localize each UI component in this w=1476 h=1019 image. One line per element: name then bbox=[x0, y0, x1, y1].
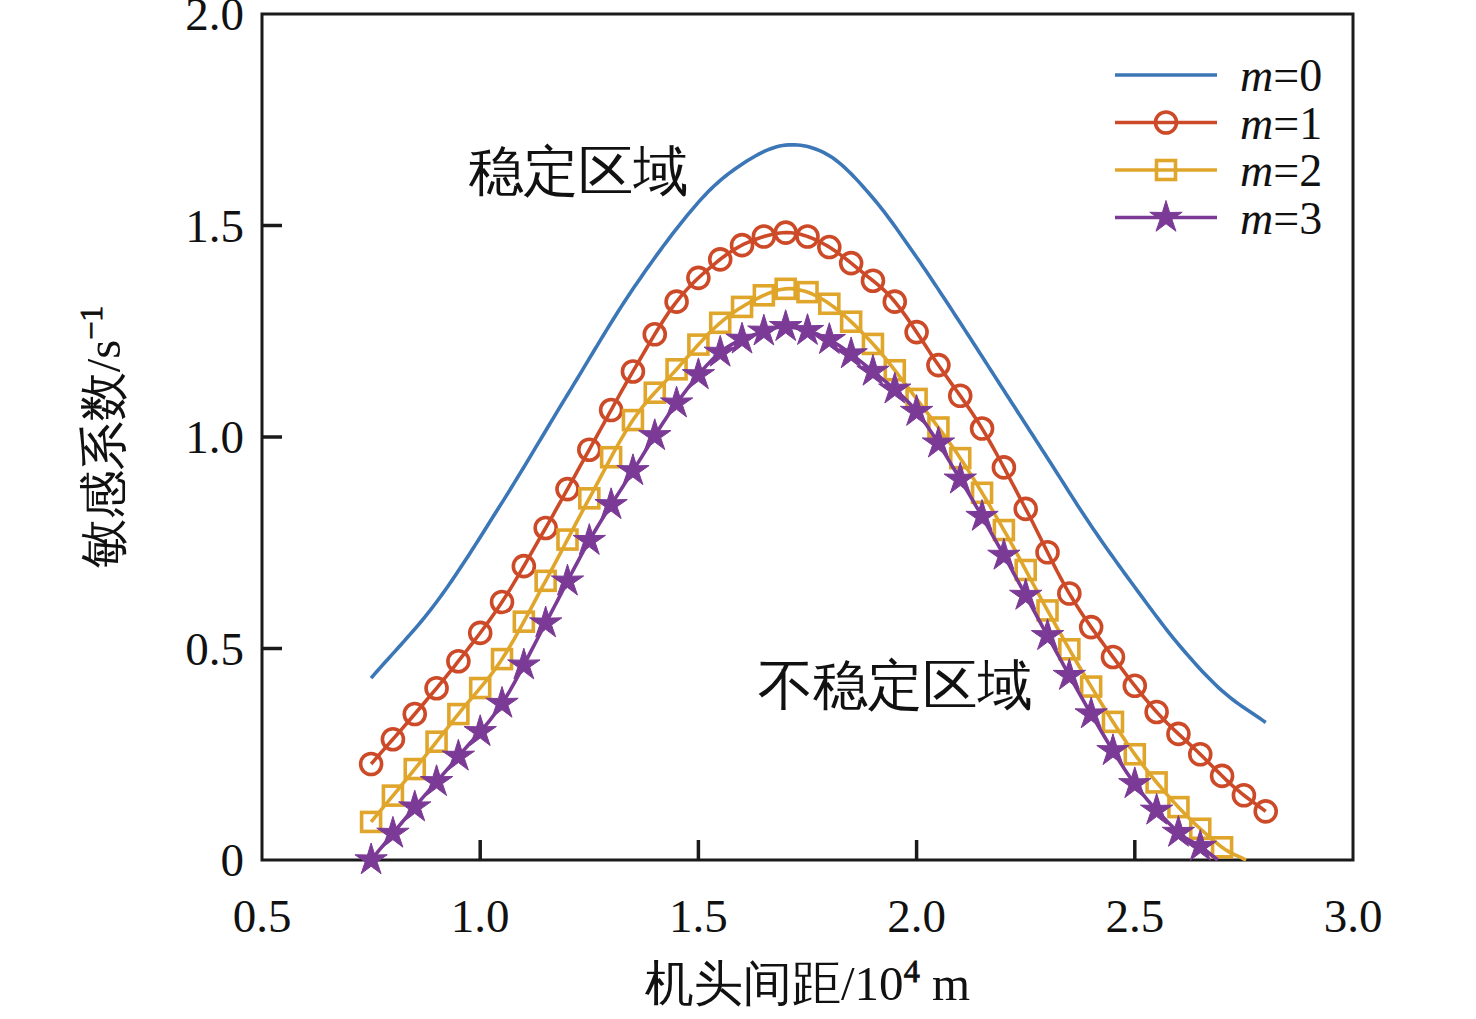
series-line-m=1 bbox=[371, 233, 1266, 812]
x-tick-label: 3.0 bbox=[1324, 890, 1383, 942]
legend: m=0m=1m=2m=3 bbox=[1115, 50, 1322, 244]
axes: 0.51.01.52.02.53.000.51.01.52.0机头间距/104 … bbox=[73, 0, 1382, 1011]
y-tick-label: 1.0 bbox=[185, 411, 244, 463]
marker-star bbox=[748, 314, 780, 345]
legend-label: m=3 bbox=[1240, 193, 1322, 244]
series-m=2 bbox=[362, 279, 1246, 860]
x-axis-label: 机头间距/104 m bbox=[644, 953, 970, 1011]
y-tick-label: 0.5 bbox=[185, 623, 244, 675]
series-line-m=2 bbox=[371, 289, 1246, 860]
chart-figure: 0.51.01.52.02.53.000.51.01.52.0机头间距/104 … bbox=[0, 0, 1476, 1019]
line-chart: 0.51.01.52.02.53.000.51.01.52.0机头间距/104 … bbox=[0, 0, 1476, 1019]
x-tick-label: 1.5 bbox=[669, 890, 728, 942]
y-axis-label: 敏感系数/s−1 bbox=[73, 306, 131, 569]
annotation: 稳定区域 bbox=[468, 141, 688, 202]
x-tick-label: 2.0 bbox=[887, 890, 946, 942]
marker-star bbox=[791, 314, 823, 345]
legend-label: m=1 bbox=[1240, 98, 1322, 149]
x-tick-label: 2.5 bbox=[1105, 890, 1164, 942]
annotation: 不稳定区域 bbox=[758, 655, 1033, 716]
x-tick-label: 1.0 bbox=[451, 890, 510, 942]
legend-label: m=2 bbox=[1240, 145, 1322, 196]
legend-marker-star bbox=[1150, 201, 1182, 232]
legend-label: m=0 bbox=[1240, 50, 1322, 101]
series-m=3 bbox=[355, 310, 1218, 874]
x-tick-label: 0.5 bbox=[233, 890, 292, 942]
y-tick-label: 2.0 bbox=[185, 0, 244, 40]
y-tick-label: 1.5 bbox=[185, 200, 244, 252]
y-tick-label: 0 bbox=[221, 834, 245, 886]
